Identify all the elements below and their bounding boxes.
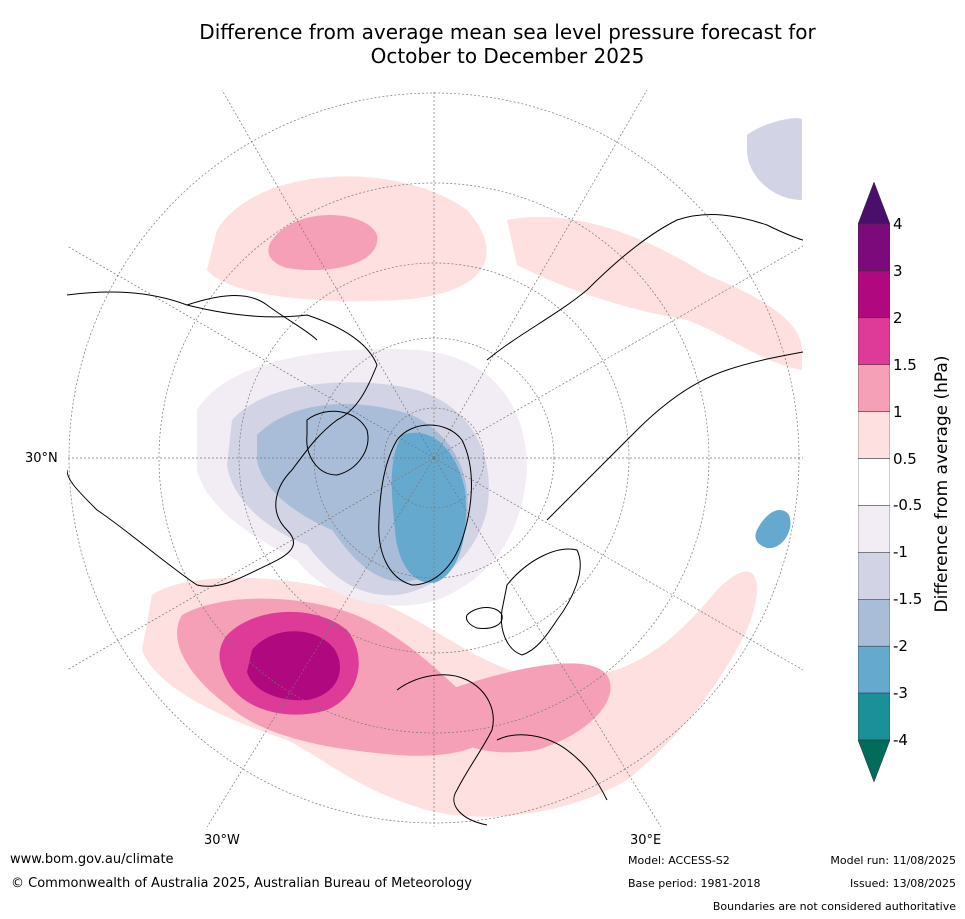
colorbar-bin xyxy=(857,270,891,319)
pressure-anomaly-far-east xyxy=(747,118,802,200)
label-30w: 30°W xyxy=(204,833,240,848)
map-title: Difference from average mean sea level p… xyxy=(100,20,915,68)
coastline-siberia xyxy=(486,214,803,361)
coastline-greenland xyxy=(378,424,472,586)
coastlines xyxy=(67,214,803,826)
colorbar-tick-label: 3 xyxy=(893,261,903,280)
colorbar-bin xyxy=(857,692,891,741)
base-period-text: Base period: 1981-2018 xyxy=(628,877,761,890)
title-line-2: October to December 2025 xyxy=(370,44,645,68)
polar-map[interactable] xyxy=(67,90,803,827)
title-line-1: Difference from average mean sea level p… xyxy=(199,20,816,44)
colorbar-bin xyxy=(857,599,891,647)
label-30e: 30°E xyxy=(630,833,662,848)
coastline-alaska xyxy=(186,295,318,341)
latitude-circle-50 xyxy=(158,182,710,734)
website-link[interactable]: www.bom.gov.au/climate xyxy=(10,852,174,867)
pressure-anomaly-asia-pacific xyxy=(507,217,802,370)
coastline-scandinavia xyxy=(500,548,581,656)
copyright-text: © Commonwealth of Australia 2025, Austra… xyxy=(11,876,472,891)
colorbar-tick-label: 2 xyxy=(893,308,903,327)
colorbar-bin xyxy=(857,223,891,272)
label-30n: 30°N xyxy=(25,451,58,466)
pressure-anomaly-arctic-core xyxy=(391,432,467,583)
colorbar-bin xyxy=(857,181,891,225)
meridian-30e xyxy=(433,457,662,827)
pressure-anomaly-pacific-core xyxy=(268,215,378,271)
colorbar-tick-label: 1.5 xyxy=(893,355,917,374)
coastline-iceland xyxy=(466,607,503,629)
meridian-30w xyxy=(206,457,435,827)
graticule xyxy=(67,90,803,827)
colorbar-svg xyxy=(857,181,891,783)
coastline-russia-arctic xyxy=(546,351,803,521)
meridian-150w xyxy=(221,90,435,459)
disclaimer-text: Boundaries are not considered authoritat… xyxy=(712,900,956,913)
colorbar-bin xyxy=(857,505,891,553)
meridian-60w xyxy=(67,457,435,671)
model-run-text: Model run: 11/08/2025 xyxy=(830,854,956,867)
pressure-anomaly-central-asia xyxy=(755,510,791,549)
meridian-120w xyxy=(67,245,435,459)
coastline-canadian-archipelago xyxy=(306,410,369,476)
colorbar-tick-label: -1 xyxy=(893,543,908,562)
colorbar-bin xyxy=(857,411,891,459)
latitude-circle-60 xyxy=(238,262,630,654)
map-svg xyxy=(67,90,803,827)
pressure-anomaly-europe xyxy=(437,663,611,753)
pressure-anomaly-atlantic-core xyxy=(247,631,340,701)
colorbar-bin xyxy=(857,739,891,783)
colorbar-tick-label: 0.5 xyxy=(893,449,917,468)
model-text: Model: ACCESS-S2 xyxy=(628,854,730,867)
negative-anomaly-areas xyxy=(197,118,802,606)
coastline-europe xyxy=(396,674,608,826)
colorbar-tick-label: -0.5 xyxy=(893,496,923,515)
issued-text: Issued: 13/08/2025 xyxy=(849,877,956,890)
colorbar-tick-label: 4 xyxy=(893,215,903,233)
colorbar-bin xyxy=(857,645,891,694)
meridian-150e xyxy=(433,90,648,459)
colorbar-tick-label: 1 xyxy=(893,402,903,421)
colorbar-tick-label: -3 xyxy=(893,684,908,703)
positive-anomaly-areas xyxy=(142,176,802,817)
colorbar-tick-label: -1.5 xyxy=(893,590,923,609)
colorbar-bin xyxy=(857,317,891,365)
colorbar-bin xyxy=(857,458,891,506)
meridian-60e xyxy=(433,457,803,671)
colorbar-bin xyxy=(857,552,891,600)
meridian-120e xyxy=(433,245,803,459)
colorbar-tick-label: -2 xyxy=(893,637,908,656)
colorbar-bin xyxy=(857,364,891,412)
colorbar xyxy=(857,181,891,783)
colorbar-tick-label: -4 xyxy=(893,731,908,749)
coastline-north-america xyxy=(67,291,378,587)
colorbar-title: Difference from average (hPa) xyxy=(932,355,952,613)
